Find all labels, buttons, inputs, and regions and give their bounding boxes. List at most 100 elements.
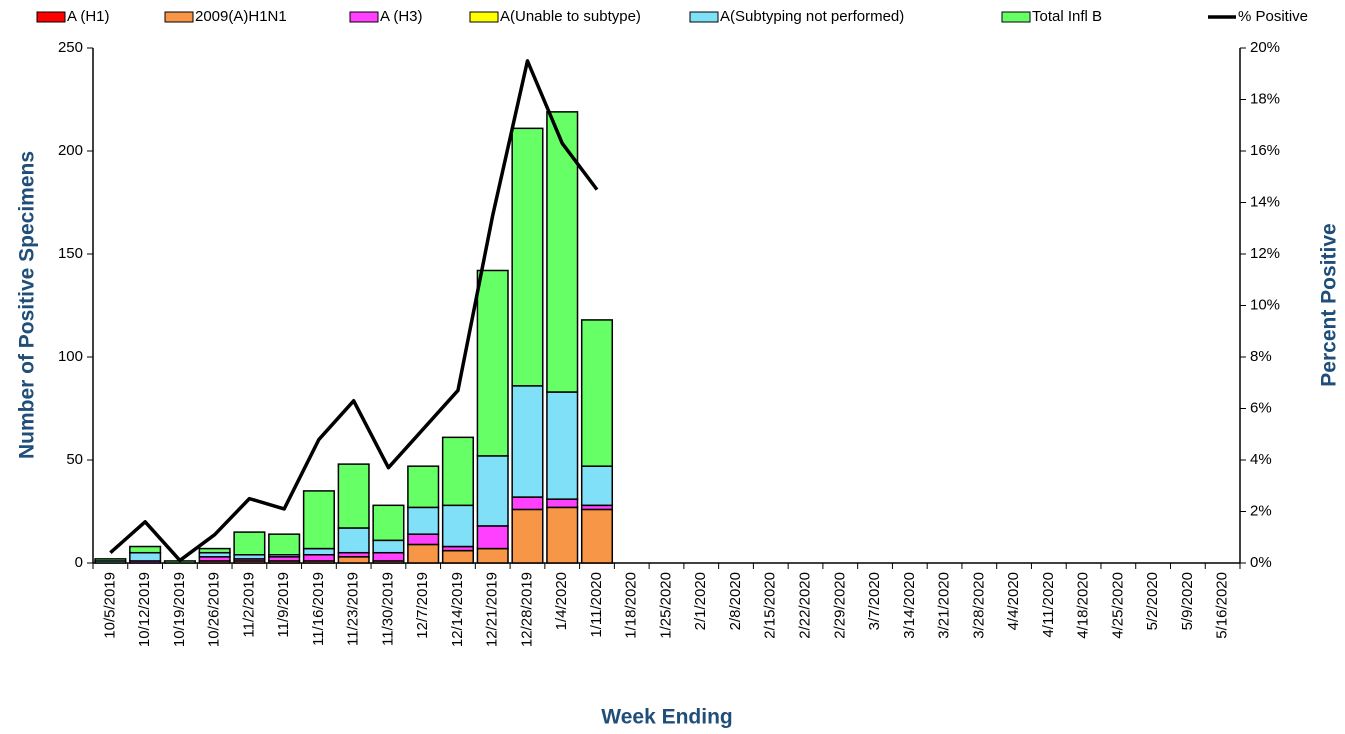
- x-tick-label: 4/11/2020: [1040, 572, 1057, 638]
- bar-segment: [233, 531, 266, 556]
- bar-segment: [129, 551, 162, 562]
- y2-tick-label: 4%: [1250, 451, 1272, 468]
- y2-tick-label: 20%: [1250, 39, 1280, 56]
- bar-segment: [546, 498, 579, 509]
- percent-line: [109, 59, 599, 563]
- bar-segment: [372, 504, 405, 542]
- bar-segment: [546, 111, 579, 393]
- x-tick-label: 3/21/2020: [936, 572, 953, 639]
- bar-segment: [407, 465, 440, 509]
- x-tick-label: 12/14/2019: [449, 572, 466, 647]
- x-tick-label: 1/11/2020: [588, 572, 605, 638]
- bar-segment: [511, 496, 544, 511]
- legend-label: A(Subtyping not performed): [720, 8, 904, 25]
- x-tick-label: 4/18/2020: [1075, 572, 1092, 639]
- x-tick-label: 12/21/2019: [484, 572, 501, 647]
- x-tick-label: 1/4/2020: [553, 572, 570, 630]
- y2-tick-label: 12%: [1250, 245, 1280, 262]
- y2-tick-label: 14%: [1250, 193, 1280, 210]
- legend-label: A(Unable to subtype): [500, 8, 641, 25]
- y2-tick-label: 6%: [1250, 399, 1272, 416]
- x-tick-label: 11/9/2019: [275, 572, 292, 638]
- bar-segment: [407, 533, 440, 546]
- y2-tick-label: 18%: [1250, 90, 1280, 107]
- bar-segment: [441, 504, 474, 548]
- y2-tick-label: 2%: [1250, 502, 1272, 519]
- bar-segment: [580, 319, 614, 467]
- y-tick-label: 0: [75, 554, 83, 571]
- x-tick-label: 5/16/2020: [1214, 572, 1231, 639]
- bar-segment: [372, 551, 405, 562]
- bar-segment: [198, 547, 231, 554]
- y-axis-title: Number of Positive Specimens: [16, 151, 39, 459]
- legend-swatch: [1001, 11, 1031, 23]
- y-tick-label: 50: [66, 451, 83, 468]
- y-tick-label: 100: [58, 348, 83, 365]
- y-tick-label: 150: [58, 245, 83, 262]
- x-tick-label: 4/4/2020: [1005, 572, 1022, 630]
- x-tick-label: 11/23/2019: [345, 572, 362, 646]
- x-tick-label: 2/22/2020: [796, 572, 813, 639]
- bar-segment: [476, 269, 509, 457]
- x-tick-label: 12/28/2019: [518, 572, 535, 647]
- bar-segment: [476, 525, 509, 550]
- bar-segment: [129, 545, 162, 554]
- x-tick-label: 1/18/2020: [623, 572, 640, 639]
- bar-segment: [546, 506, 579, 564]
- bar-segment: [580, 465, 614, 507]
- x-tick-label: 12/7/2019: [414, 572, 431, 639]
- x-tick-label: 5/9/2020: [1179, 572, 1196, 630]
- bar-segment: [94, 558, 127, 562]
- x-tick-label: 11/2/2019: [240, 572, 257, 638]
- x-tick-label: 11/16/2019: [310, 572, 327, 646]
- y2-tick-label: 8%: [1250, 348, 1272, 365]
- bar-segment: [337, 556, 370, 564]
- legend-label: Total Infl B: [1032, 8, 1102, 25]
- bar-segment: [580, 508, 614, 564]
- bar-segment: [372, 539, 405, 554]
- x-tick-label: 10/5/2019: [101, 572, 118, 639]
- bar-segment: [511, 508, 544, 564]
- bar-segment: [337, 463, 370, 529]
- y2-tick-label: 16%: [1250, 142, 1280, 159]
- bar-segment: [302, 554, 335, 562]
- bar-segment: [268, 533, 301, 556]
- legend-label: 2009(A)H1N1: [195, 8, 287, 25]
- legend-swatch: [469, 11, 499, 23]
- bar-segment: [476, 455, 509, 527]
- bar-segment: [302, 490, 335, 550]
- legend-swatch: [349, 11, 379, 23]
- bar-segment: [407, 506, 440, 535]
- x-tick-label: 10/26/2019: [206, 572, 223, 647]
- bar-segment: [441, 436, 474, 507]
- x-tick-label: 11/30/2019: [379, 572, 396, 646]
- bar-segment: [511, 385, 544, 498]
- x-axis-title: Week Ending: [601, 706, 732, 729]
- legend-label: % Positive: [1238, 8, 1308, 25]
- x-tick-label: 2/29/2020: [831, 572, 848, 639]
- y2-tick-label: 0%: [1250, 554, 1272, 571]
- bar-segment: [407, 543, 440, 564]
- legend-label: A (H1): [67, 8, 110, 25]
- bar-segment: [476, 547, 509, 564]
- legend-label: A (H3): [380, 8, 423, 25]
- x-tick-label: 10/19/2019: [171, 572, 188, 647]
- x-tick-label: 5/2/2020: [1144, 572, 1161, 630]
- y2-axis-title: Percent Positive: [1318, 223, 1341, 386]
- x-tick-label: 2/1/2020: [692, 572, 709, 630]
- x-tick-label: 4/25/2020: [1109, 572, 1126, 639]
- y2-tick-label: 10%: [1250, 296, 1280, 313]
- x-tick-label: 1/25/2020: [657, 572, 674, 639]
- x-tick-label: 10/12/2019: [136, 572, 153, 647]
- y-tick-label: 200: [58, 142, 83, 159]
- x-tick-label: 2/15/2020: [762, 572, 779, 639]
- bar-segment: [337, 527, 370, 554]
- legend-swatch: [36, 11, 66, 23]
- x-tick-label: 3/7/2020: [866, 572, 883, 630]
- y-tick-label: 250: [58, 39, 83, 56]
- bar-segment: [441, 549, 474, 564]
- bar-segment: [511, 127, 544, 387]
- legend-swatch: [689, 11, 719, 23]
- legend-swatch: [164, 11, 194, 23]
